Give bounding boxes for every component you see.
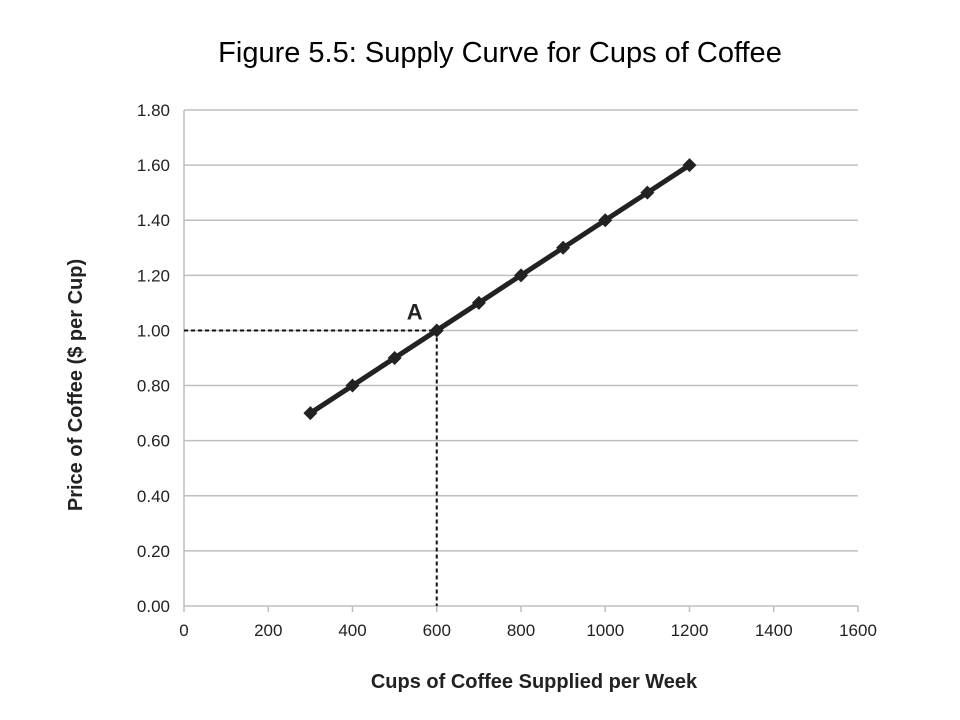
y-tick-label: 1.80: [137, 101, 170, 120]
chart-title: Figure 5.5: Supply Curve for Cups of Cof…: [218, 37, 782, 69]
y-axis-label: Price of Coffee ($ per Cup): [65, 259, 87, 511]
tick-labels: 0.00 0.20 0.40 0.60 0.80 1.00 1.20 1.40 1.60 1.80…: [137, 101, 877, 640]
data-point-marker: [514, 268, 528, 283]
x-tick-label: 1600: [839, 621, 877, 640]
annotation-guides: A: [184, 299, 438, 606]
y-tick-label: 1.00: [137, 321, 170, 340]
data-point-marker: [598, 213, 613, 228]
data-point-marker: [471, 295, 486, 310]
x-tick-label: 1200: [671, 621, 709, 640]
y-tick-label: 0.20: [137, 542, 170, 561]
data-point-marker: [429, 323, 444, 338]
series-line: [309, 163, 691, 416]
y-tick-label: 1.40: [137, 211, 170, 230]
y-tick-label: 0.80: [137, 377, 170, 396]
series-layer: [303, 158, 697, 421]
data-point-marker: [387, 351, 402, 365]
y-tick-label: 0.00: [137, 597, 170, 616]
x-tick-label: 200: [254, 621, 282, 640]
x-axis-label: Cups of Coffee Supplied per Week: [371, 671, 698, 693]
grid-lines: [183, 109, 859, 612]
y-tick-label: 0.40: [137, 487, 170, 506]
x-tick-label: 0: [179, 621, 188, 640]
data-point-marker: [682, 158, 697, 173]
y-tick-label: 0.60: [137, 432, 170, 451]
x-tick-label: 1400: [755, 621, 793, 640]
x-tick-label: 1000: [586, 621, 624, 640]
annotation-label: A: [407, 299, 423, 324]
data-point-marker: [303, 406, 318, 421]
y-tick-label: 1.60: [137, 156, 170, 175]
x-tick-label: 800: [507, 621, 535, 640]
data-point-marker: [640, 185, 655, 200]
y-tick-label: 1.20: [137, 266, 170, 285]
data-point-marker: [345, 378, 360, 393]
x-tick-label: 400: [338, 621, 366, 640]
x-tick-label: 600: [423, 621, 451, 640]
data-point-marker: [556, 240, 571, 255]
